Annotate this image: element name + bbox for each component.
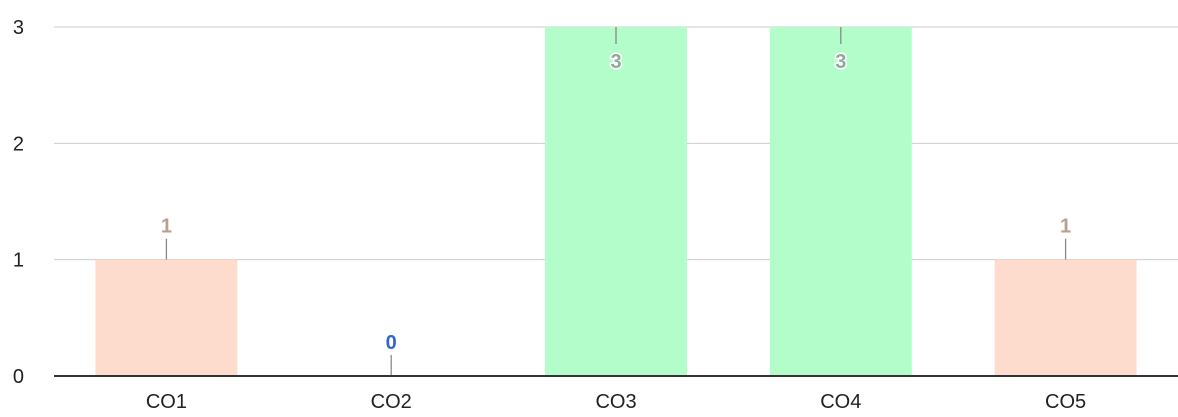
data-label-co1: 1 (161, 216, 172, 238)
y-axis-tick-labels: 0 1 2 3 (13, 17, 24, 388)
bar-co1 (95, 259, 238, 376)
bar-co4 (769, 27, 912, 376)
bar-co3 (545, 27, 687, 376)
x-tick-label-co1: CO1 (146, 391, 187, 413)
data-label-co4: 3 (835, 51, 846, 73)
x-tick-label-co3: CO3 (595, 391, 636, 413)
data-label-co2: 0 (386, 332, 397, 354)
data-label-co3: 3 (610, 51, 621, 73)
data-labels: 1 0 3 3 1 (161, 50, 1071, 355)
x-tick-label-co4: CO4 (820, 391, 861, 413)
y-tick-label: 3 (13, 17, 24, 39)
y-tick-label: 2 (13, 133, 24, 155)
data-label-co5: 1 (1060, 216, 1071, 238)
y-tick-label: 1 (13, 250, 24, 272)
x-tick-label-co5: CO5 (1045, 391, 1086, 413)
bar-co5 (994, 259, 1137, 376)
bars (95, 27, 1137, 376)
y-tick-label: 0 (13, 366, 24, 388)
x-tick-label-co2: CO2 (371, 391, 412, 413)
label-leader-lines (165, 27, 1067, 376)
x-axis-category-labels: CO1 CO2 CO3 CO4 CO5 (146, 391, 1086, 413)
